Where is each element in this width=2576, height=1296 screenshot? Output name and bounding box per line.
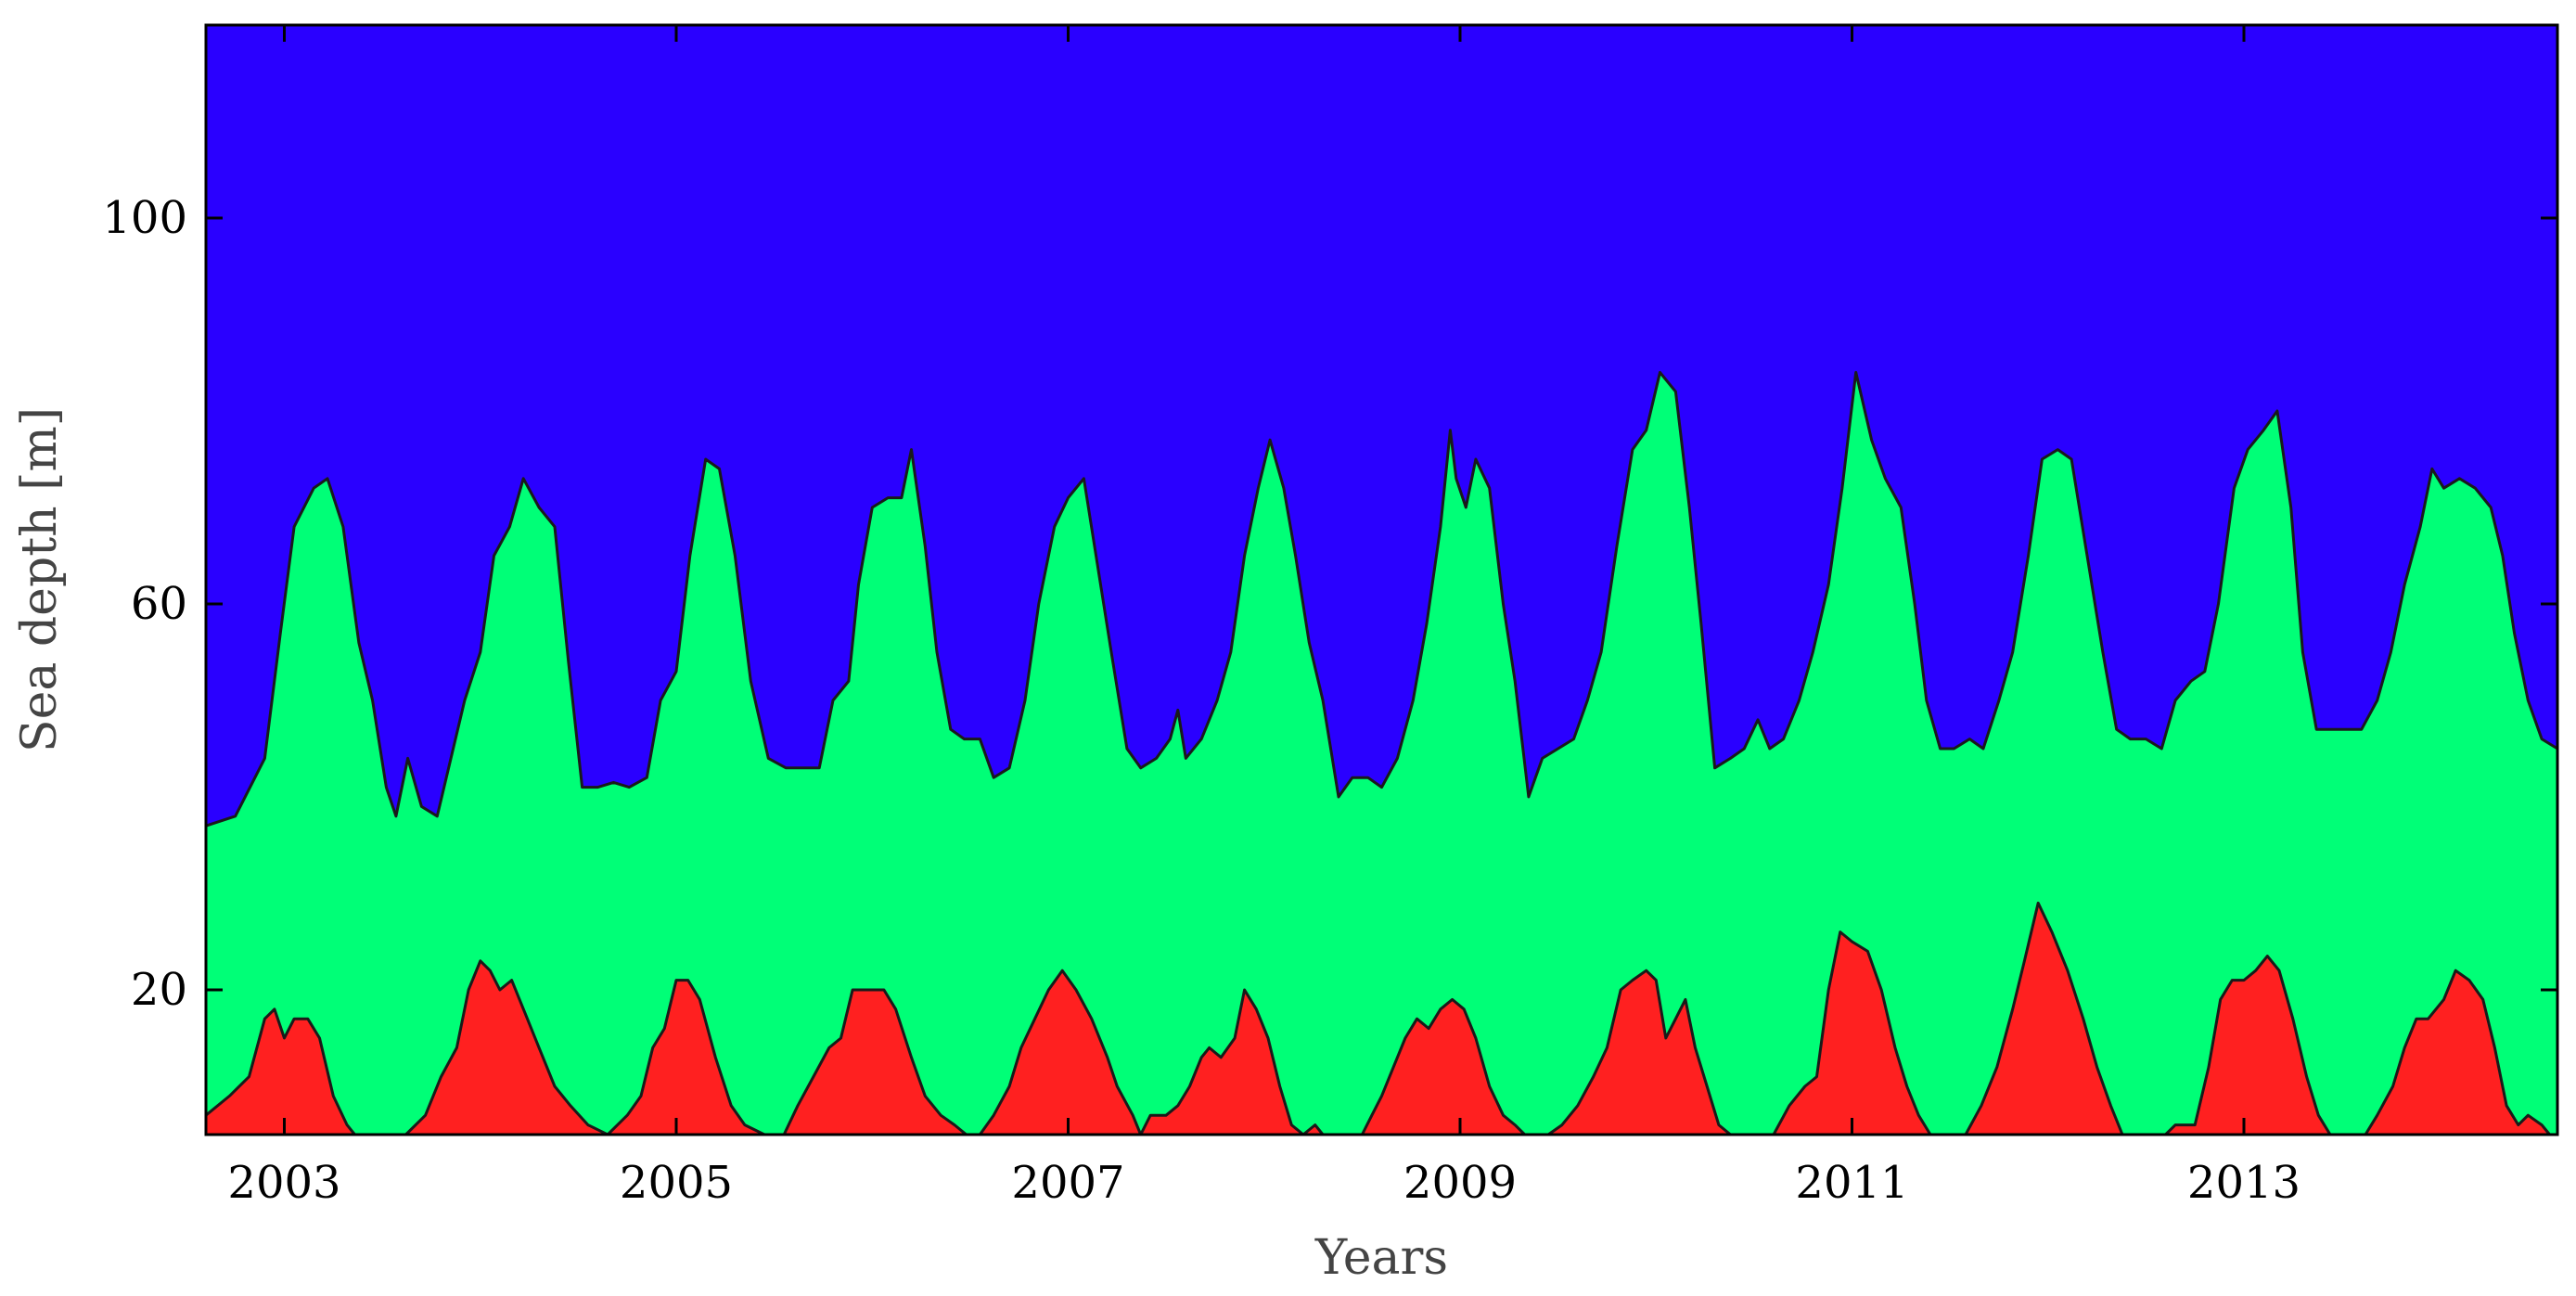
x-tick-label: 2005 — [620, 1157, 733, 1209]
y-tick-label: 100 — [102, 192, 187, 244]
y-axis: 20 60 100 — [102, 192, 2557, 1016]
lower-layer-area — [204, 901, 2559, 1136]
x-tick-label: 2009 — [1403, 1157, 1517, 1209]
middle-layer-area — [204, 370, 2559, 1136]
x-tick-label: 2013 — [2187, 1157, 2300, 1209]
y-tick-label: 60 — [131, 578, 187, 630]
x-tick-label: 2007 — [1011, 1157, 1124, 1209]
x-axis-title: Years — [1314, 1230, 1448, 1286]
y-axis-title: Sea depth [m] — [12, 407, 68, 752]
x-axis: 2003 2005 2007 2009 2011 2013 — [227, 25, 2300, 1209]
x-tick-label: 2011 — [1795, 1157, 1908, 1209]
plot-frame — [204, 23, 2559, 1136]
plot-area — [204, 23, 2559, 1136]
x-tick-label: 2003 — [227, 1157, 340, 1209]
y-tick-label: 20 — [131, 964, 187, 1016]
